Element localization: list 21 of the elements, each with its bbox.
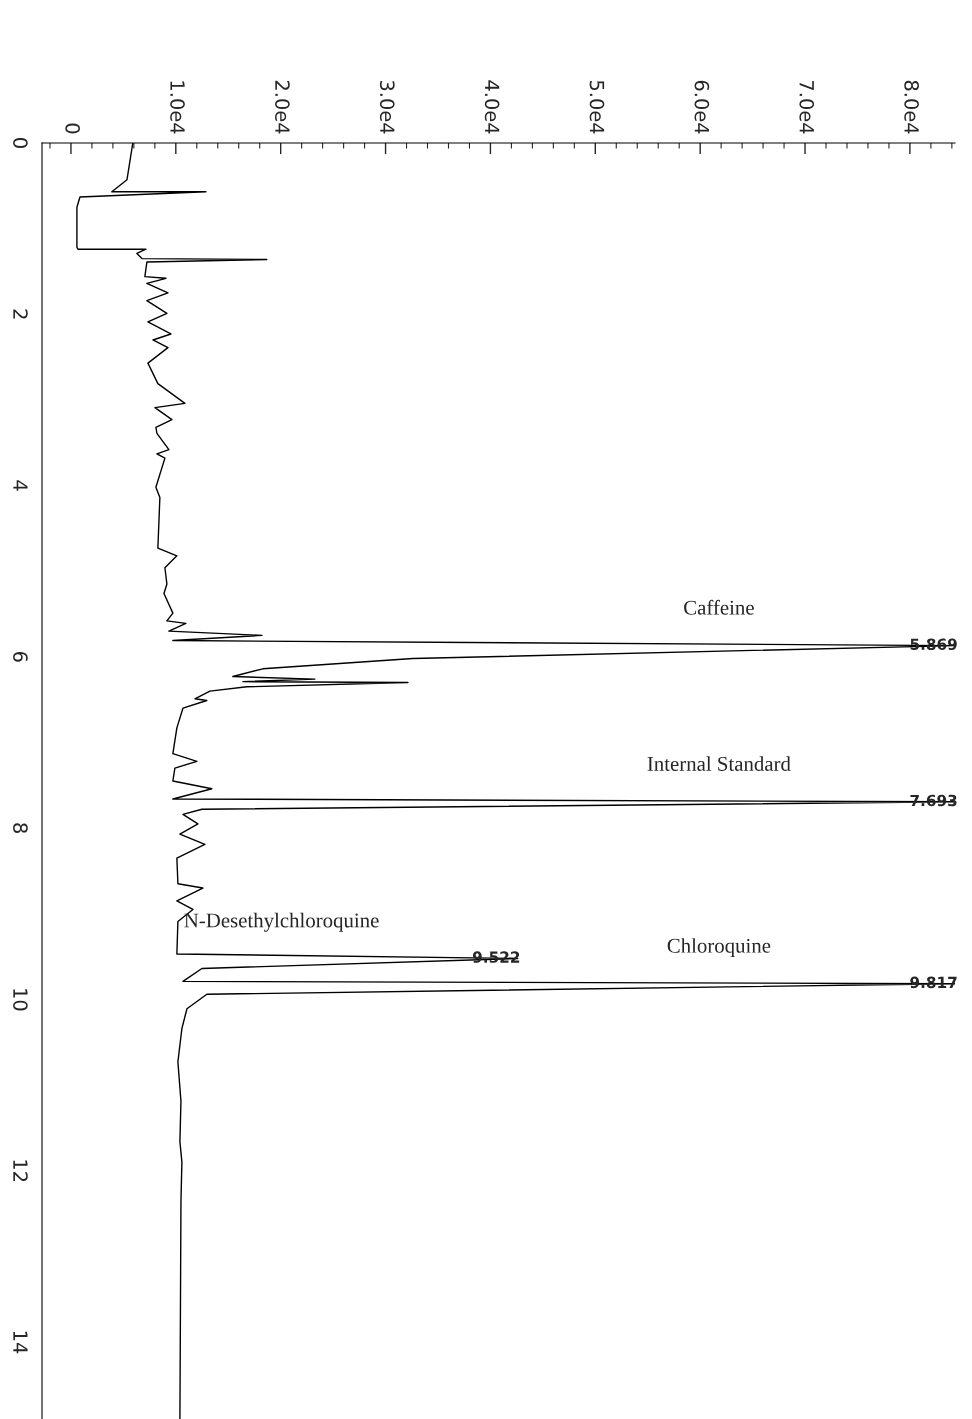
x-tick-label: 5.0e4 xyxy=(589,80,605,134)
x-tick-label: 8.0e4 xyxy=(904,80,919,134)
annotation: N-Desethylchloroquine xyxy=(184,912,379,932)
x-tick-label: 1.0e4 xyxy=(170,81,185,134)
x-tick-label: 2.0e4 xyxy=(275,80,290,134)
y-tick-label: 2 xyxy=(13,309,28,319)
y-tick-label: 14 xyxy=(13,1331,28,1354)
x-tick-label: 7.0e4 xyxy=(799,81,815,134)
y-tick-label: 0 xyxy=(13,138,28,148)
annotation: Caffeine xyxy=(684,599,754,615)
x-tick-label: 4.0e4 xyxy=(484,80,500,134)
annotation: Chloroquine xyxy=(667,938,771,958)
y-tick-label: 10 xyxy=(13,989,28,1011)
y-tick-label: 6 xyxy=(13,652,28,662)
y-tick-label: 4 xyxy=(13,480,28,491)
x-tick-label: 0 xyxy=(65,123,81,134)
y-tick-label: 12 xyxy=(13,1160,28,1182)
y-tick-label: 8 xyxy=(13,823,28,833)
x-tick-label: 3.0e4 xyxy=(379,80,395,134)
x-tick-label: 6.0e4 xyxy=(694,80,710,134)
annotation: Internal Standard xyxy=(647,756,791,771)
